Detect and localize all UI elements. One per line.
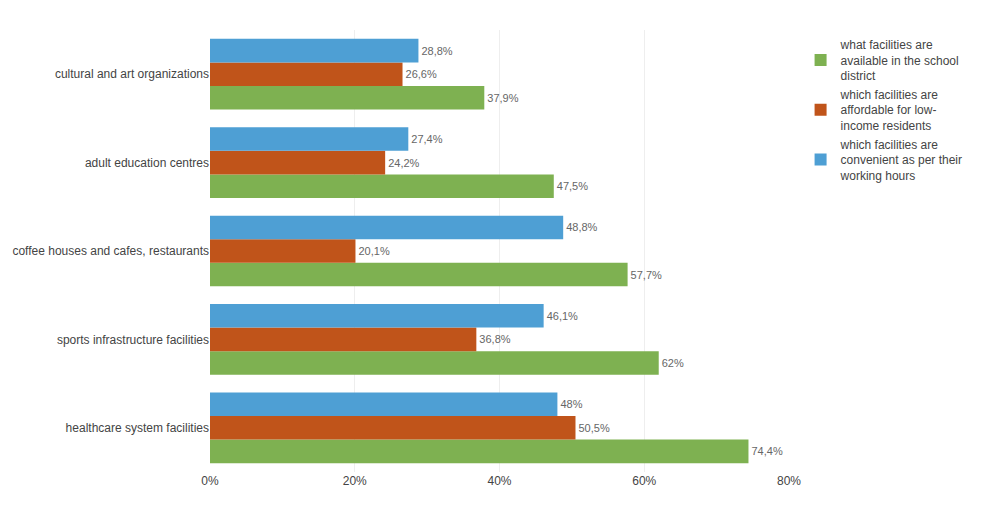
svg-text:coffee houses and cafes, resta: coffee houses and cafes, restaurants [12, 244, 209, 258]
svg-text:46,1%: 46,1% [547, 310, 578, 322]
svg-text:28,8%: 28,8% [421, 45, 452, 57]
svg-text:36,8%: 36,8% [479, 333, 510, 345]
svg-text:60%: 60% [632, 474, 656, 488]
svg-text:62%: 62% [662, 357, 684, 369]
svg-text:48%: 48% [560, 398, 582, 410]
svg-text:57,7%: 57,7% [631, 269, 662, 281]
svg-text:24,2%: 24,2% [388, 157, 419, 169]
svg-text:healthcare system facilities: healthcare system facilities [66, 421, 209, 435]
svg-text:adult education centres: adult education centres [85, 156, 209, 170]
svg-text:50,5%: 50,5% [578, 422, 609, 434]
svg-text:what facilities areavailable i: what facilities areavailable in the scho… [840, 38, 959, 83]
svg-text:80%: 80% [777, 474, 801, 488]
svg-text:20%: 20% [343, 474, 367, 488]
svg-text:which facilities areaffordable: which facilities areaffordable for low-i… [840, 88, 939, 133]
svg-text:0%: 0% [201, 474, 219, 488]
svg-text:40%: 40% [487, 474, 511, 488]
svg-text:27,4%: 27,4% [411, 133, 442, 145]
svg-text:20,1%: 20,1% [358, 245, 389, 257]
svg-text:47,5%: 47,5% [557, 180, 588, 192]
svg-text:26,6%: 26,6% [406, 68, 437, 80]
svg-text:which facilities areconvenient: which facilities areconvenient as per th… [840, 138, 962, 183]
svg-text:sports infrastructure faciliti: sports infrastructure facilities [57, 333, 209, 347]
svg-text:74,4%: 74,4% [751, 445, 782, 457]
svg-text:37,9%: 37,9% [487, 92, 518, 104]
svg-text:48,8%: 48,8% [566, 221, 597, 233]
svg-text:cultural and art organizations: cultural and art organizations [55, 67, 209, 81]
